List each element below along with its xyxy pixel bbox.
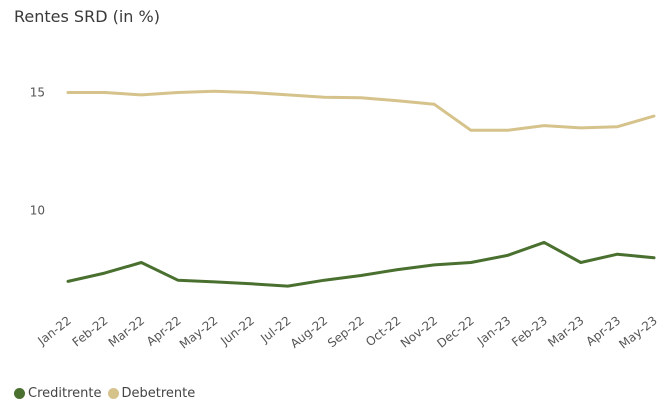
legend-marker xyxy=(107,388,119,399)
legend-item-creditrente[interactable]: Creditrente xyxy=(14,386,102,401)
x-tick-label: Apr-23 xyxy=(583,313,623,348)
x-tick-label: Jan-23 xyxy=(474,313,513,348)
x-tick-label: Oct-22 xyxy=(363,313,403,349)
legend-marker xyxy=(14,388,25,399)
x-tick-label: Jun-22 xyxy=(217,313,257,348)
x-tick-label: Sep-22 xyxy=(325,313,367,350)
x-tick-label: Feb-22 xyxy=(70,313,111,349)
x-tick-label: May-22 xyxy=(177,313,220,351)
y-tick-label: 10 xyxy=(30,204,45,218)
series-line-debetrente xyxy=(66,89,656,132)
y-axis: 10 15 xyxy=(30,86,45,218)
series-layer xyxy=(66,89,656,288)
legend-label: Debetrente xyxy=(121,386,196,401)
chart-title: Rentes SRD (in %) xyxy=(14,7,160,26)
x-tick-label: Jan-22 xyxy=(34,313,73,348)
x-tick-label: Feb-23 xyxy=(509,313,550,349)
y-tick-label: 15 xyxy=(30,86,45,100)
x-tick-label: Mar-23 xyxy=(545,313,586,350)
x-tick-label: Dec-22 xyxy=(434,313,476,350)
legend: Creditrente Debetrente xyxy=(14,386,201,401)
legend-label: Creditrente xyxy=(28,386,102,401)
series-line-creditrente xyxy=(66,240,656,288)
x-tick-label: May-23 xyxy=(616,313,659,351)
x-tick-label: Nov-22 xyxy=(398,313,440,350)
legend-item-debetrente[interactable]: Debetrente xyxy=(107,386,196,401)
x-tick-label: Aug-22 xyxy=(288,313,331,351)
x-tick-label: Apr-22 xyxy=(144,313,184,348)
x-tick-label: Mar-22 xyxy=(106,313,147,350)
